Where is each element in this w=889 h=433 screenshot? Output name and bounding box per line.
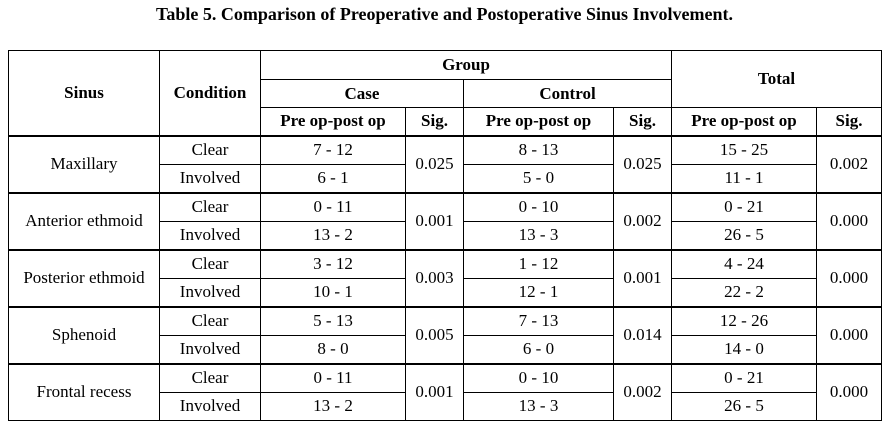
control-sig: 0.014 [613,305,672,364]
sinus-name: Frontal recess [8,362,160,421]
control-value: 6 - 0 [463,334,614,364]
control-value: 13 - 3 [463,391,614,421]
table-row: Involved 8 - 0 6 - 0 14 - 0 [9,334,882,364]
case-value: 6 - 1 [260,163,406,193]
table-row: Anterior ethmoid Clear 0 - 11 0.001 0 - … [8,191,883,250]
case-sig: 0.005 [405,305,464,364]
sinus-name: Posterior ethmoid [8,248,160,307]
condition-cell: Involved [159,391,261,421]
header-case-sig: Sig. [405,107,464,136]
sinus-involvement-table: Sinus Condition Group Total Case Control… [8,50,883,421]
condition-cell: Clear [159,191,261,222]
control-value: 0 - 10 [463,362,614,393]
condition-cell: Clear [159,362,261,393]
control-sig: 0.002 [613,191,672,250]
case-sig: 0.001 [405,191,464,250]
total-value: 26 - 5 [671,220,817,250]
total-value: 11 - 1 [671,163,817,193]
header-control-sig: Sig. [613,107,672,136]
sinus-name: Anterior ethmoid [8,191,160,250]
header-total: Total [670,50,883,108]
table-row: Involved 10 - 1 12 - 1 22 - 2 [9,277,882,307]
total-sig: 0.000 [815,305,883,364]
case-value: 13 - 2 [260,391,406,421]
total-value: 4 - 24 [671,248,817,279]
condition-cell: Clear [159,248,261,279]
table-row: Involved 13 - 2 13 - 3 26 - 5 [9,220,882,250]
table-row: Involved 6 - 1 5 - 0 11 - 1 [9,163,882,193]
header-condition: Condition [159,50,261,136]
header-control: Control [463,79,672,108]
table-caption: Table 5. Comparison of Preoperative and … [155,4,733,24]
case-value: 13 - 2 [260,220,406,250]
control-sig: 0.002 [613,362,672,421]
header-group: Group [260,50,672,80]
total-value: 14 - 0 [671,334,817,364]
table-row: Maxillary Clear 7 - 12 0.025 8 - 13 0.02… [8,134,883,193]
case-value: 7 - 12 [260,134,406,165]
header-sinus: Sinus [8,50,160,136]
sinus-name: Maxillary [8,134,160,193]
control-sig: 0.025 [613,134,672,193]
table-row: Posterior ethmoid Clear 3 - 12 0.003 1 -… [8,248,883,307]
header-control-preop: Pre op-post op [463,107,614,136]
case-sig: 0.001 [405,362,464,421]
control-value: 0 - 10 [463,191,614,222]
total-sig: 0.002 [815,134,883,193]
condition-cell: Involved [159,220,261,250]
control-sig: 0.001 [613,248,672,307]
case-value: 8 - 0 [260,334,406,364]
table-row: Involved 13 - 2 13 - 3 26 - 5 [9,391,882,421]
total-sig: 0.000 [815,248,883,307]
case-value: 10 - 1 [260,277,406,307]
total-value: 0 - 21 [671,362,817,393]
table-row: Frontal recess Clear 0 - 11 0.001 0 - 10… [8,362,883,421]
total-value: 15 - 25 [671,134,817,165]
control-value: 1 - 12 [463,248,614,279]
case-sig: 0.025 [405,134,464,193]
total-sig: 0.000 [815,362,883,421]
header-total-preop: Pre op-post op [671,107,817,136]
case-value: 0 - 11 [260,191,406,222]
header-total-sig: Sig. [815,107,883,136]
control-value: 5 - 0 [463,163,614,193]
case-value: 0 - 11 [260,362,406,393]
control-value: 8 - 13 [463,134,614,165]
sinus-name: Sphenoid [8,305,160,364]
table-row: Sphenoid Clear 5 - 13 0.005 7 - 13 0.014… [8,305,883,364]
total-value: 0 - 21 [671,191,817,222]
total-value: 26 - 5 [671,391,817,421]
header-case: Case [260,79,464,108]
control-value: 12 - 1 [463,277,614,307]
condition-cell: Involved [159,334,261,364]
total-value: 12 - 26 [671,305,817,336]
condition-cell: Clear [159,305,261,336]
condition-cell: Involved [159,163,261,193]
case-value: 5 - 13 [260,305,406,336]
condition-cell: Clear [159,134,261,165]
control-value: 7 - 13 [463,305,614,336]
total-value: 22 - 2 [671,277,817,307]
total-sig: 0.000 [815,191,883,250]
header-case-preop: Pre op-post op [260,107,406,136]
case-sig: 0.003 [405,248,464,307]
case-value: 3 - 12 [260,248,406,279]
control-value: 13 - 3 [463,220,614,250]
condition-cell: Involved [159,277,261,307]
